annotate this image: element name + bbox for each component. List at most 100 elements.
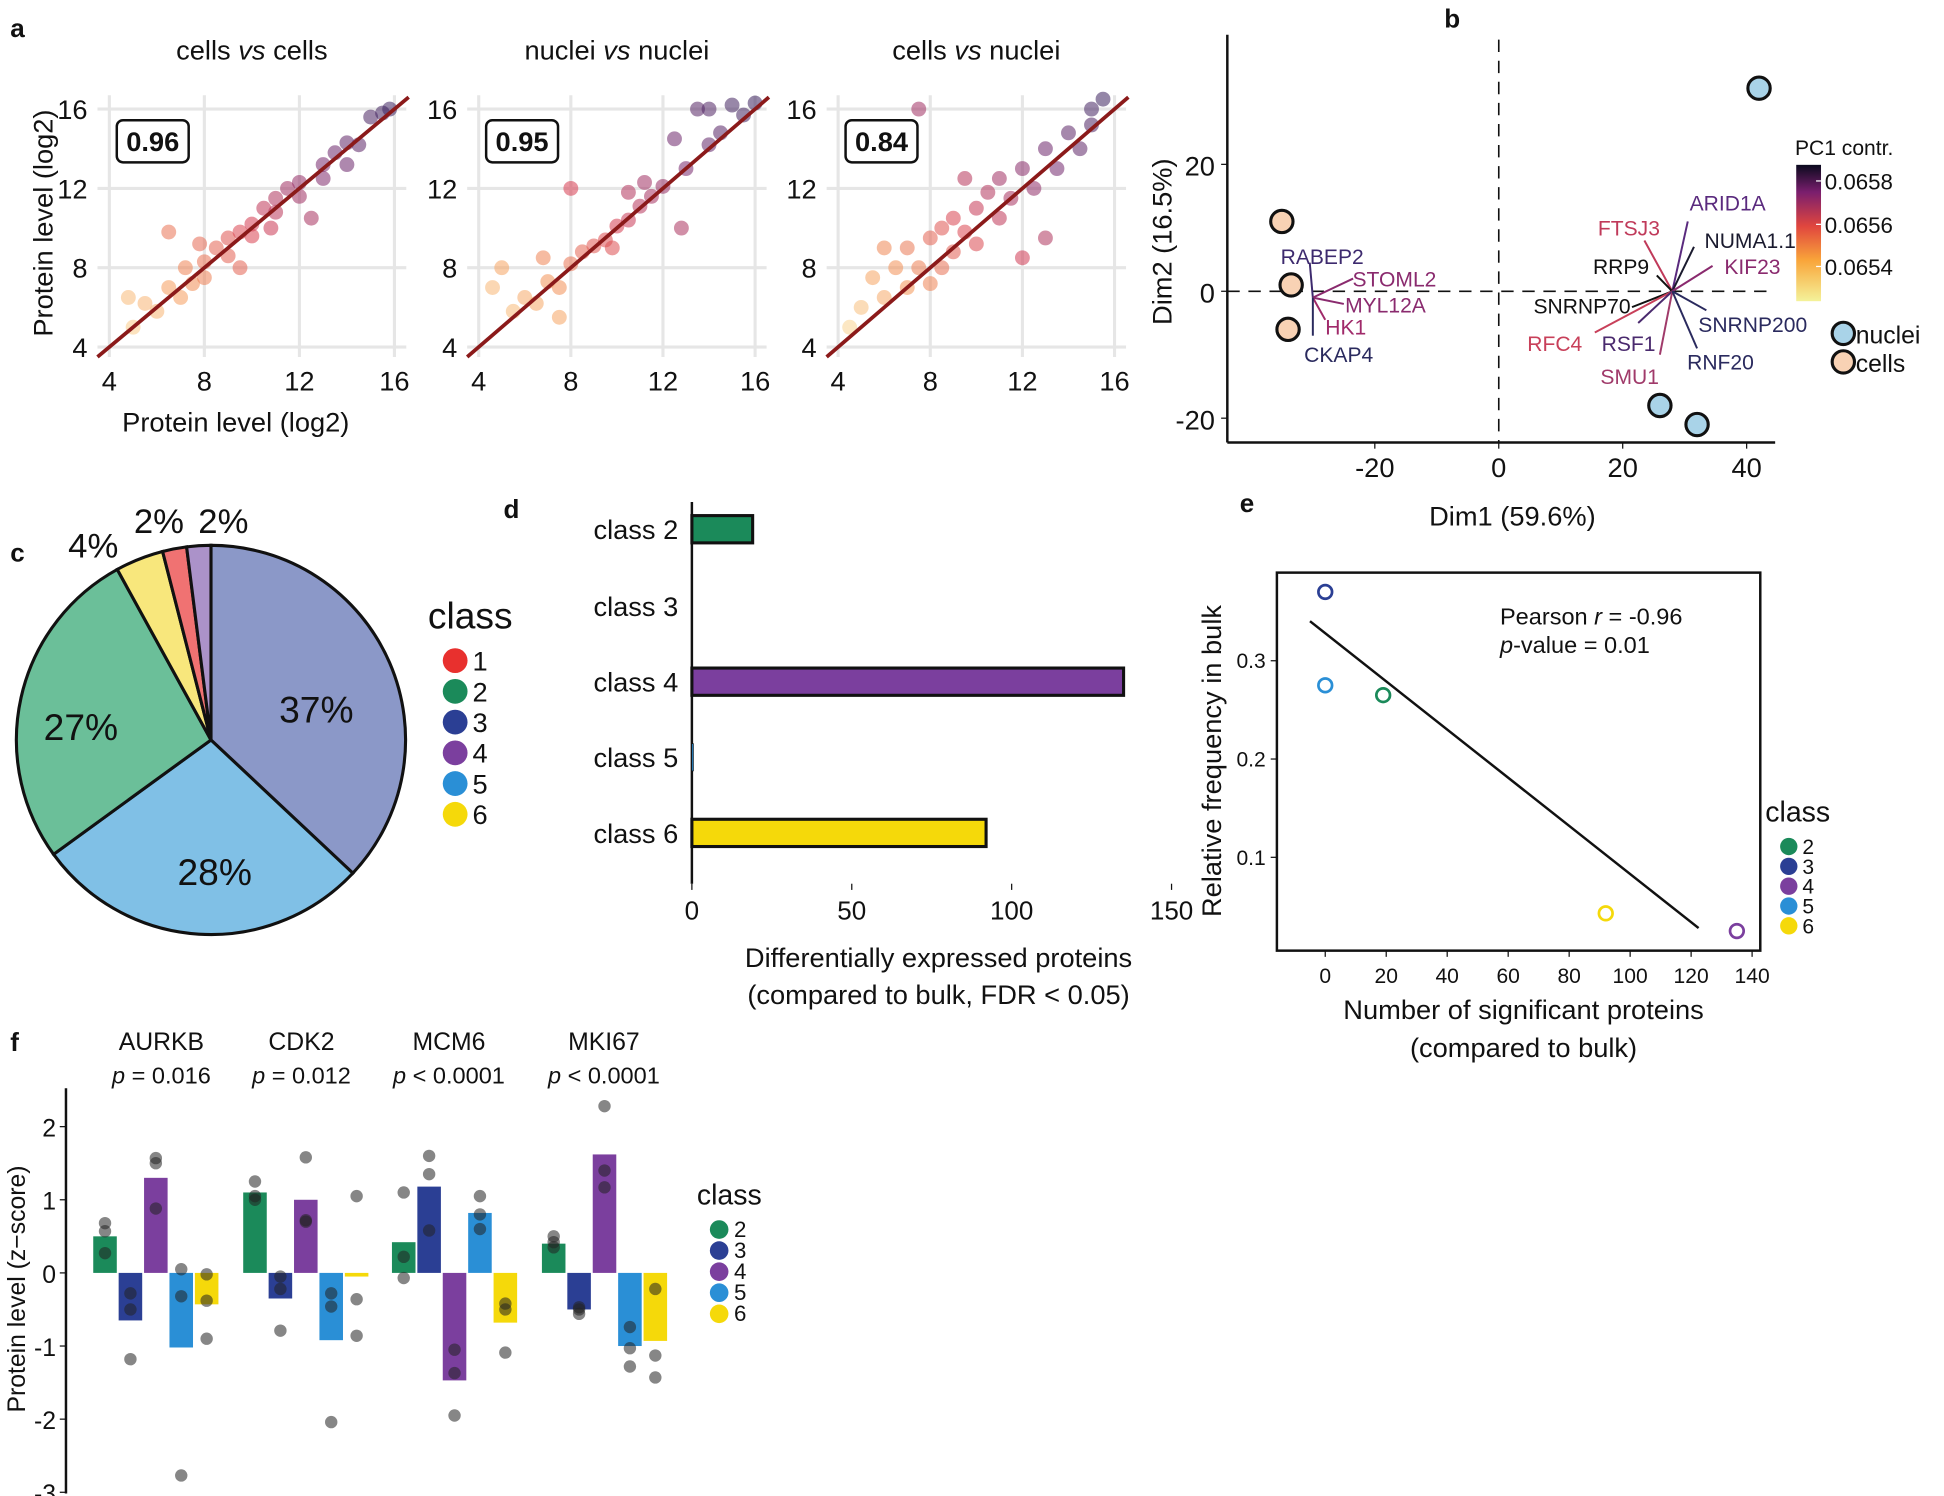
replicate-point [649, 1282, 662, 1296]
replicate-point [598, 1181, 611, 1194]
replicate-point [448, 1409, 461, 1422]
sample-point-nuclei [1647, 392, 1673, 419]
data-point [667, 131, 682, 147]
p-value: = 0.016 [125, 1062, 211, 1088]
replicate-point [200, 1268, 213, 1281]
data-point [120, 290, 136, 305]
title-part: vs [954, 34, 982, 65]
sample-point-nuclei [1684, 411, 1710, 438]
bar-CDK2-class-6 [344, 1272, 369, 1277]
data-point [220, 230, 236, 246]
x-axis-label-line2: (compared to bulk, FDR < 0.05) [747, 979, 1129, 1010]
x-tick-label: 4 [102, 365, 117, 396]
pie-slice-class-3 [209, 543, 408, 876]
correlation-box [484, 118, 560, 164]
y-tick-label: 0.1 [1236, 847, 1265, 870]
bar-MKI67-class-2 [541, 1243, 566, 1273]
bar-MKI67-class-3 [567, 1272, 591, 1310]
replicate-point [397, 1271, 410, 1285]
slice-label: 4% [68, 528, 118, 566]
x-tick-label: 100 [990, 896, 1033, 926]
data-point [991, 210, 1007, 226]
x-tick-label: 40 [1731, 452, 1761, 483]
data-point [673, 220, 689, 236]
data-point [980, 184, 996, 200]
loading-label: ARID1A [1690, 193, 1766, 216]
data-point [177, 260, 193, 276]
panel-title: nuclei vs nuclei [524, 34, 709, 65]
data-point [968, 200, 984, 216]
bar-MCM6-class-5 [468, 1212, 492, 1273]
panel-title: cells vs cells [176, 34, 327, 65]
point-class-5 [1317, 677, 1334, 694]
loading-label: RFC4 [1527, 333, 1582, 356]
category-label: class 4 [593, 667, 678, 698]
data-point [494, 260, 510, 276]
x-tick-label: 4 [471, 365, 486, 396]
pie-slice-class-5 [51, 737, 356, 937]
y-tick-label: -3 [34, 1481, 56, 1496]
category-label: class 6 [593, 818, 678, 849]
replicate-point [572, 1307, 586, 1321]
y-tick-label: 0 [42, 1262, 56, 1289]
sample-point-cells [1275, 316, 1301, 343]
legend-swatch-class-1 [442, 648, 468, 674]
x-axis-label: Number of significant proteins [1343, 994, 1703, 1025]
replicate-point [149, 1202, 163, 1215]
identity-line [465, 95, 771, 359]
x-tick-label: 16 [1099, 365, 1129, 396]
loading-label: RNF20 [1687, 351, 1754, 374]
x-tick-label: 120 [1674, 965, 1709, 988]
legend-swatch-class-3 [442, 709, 468, 735]
data-point [137, 295, 153, 311]
data-point [911, 260, 927, 276]
bar-CDK2-class-2 [243, 1192, 267, 1273]
data-point [1026, 180, 1042, 196]
data-point [1084, 117, 1099, 133]
annotation-pearson: Pearson r = -0.96 [1500, 604, 1682, 630]
sample-point-cells [1269, 208, 1295, 235]
replicate-point [350, 1293, 363, 1306]
bar-5 [691, 743, 694, 772]
sample-point-nuclei [1746, 75, 1772, 101]
x-tick-label: 8 [563, 365, 578, 396]
replicate-point [422, 1149, 436, 1163]
data-point [842, 319, 858, 335]
title-part: vs [603, 34, 631, 65]
replicate-point [350, 1189, 363, 1203]
x-tick-label: 12 [648, 365, 678, 396]
x-tick-label: 20 [1608, 452, 1638, 483]
legend-label: cells [1856, 351, 1906, 378]
y-tick-label: -20 [1176, 404, 1215, 435]
y-tick-label: 16 [57, 94, 87, 125]
data-point [690, 101, 705, 117]
replicate-point [422, 1167, 436, 1181]
data-point [551, 280, 567, 295]
category-label: class 2 [593, 514, 678, 545]
loading-label: FTSJ3 [1598, 217, 1660, 240]
loading-arrow [1658, 291, 1674, 355]
replicate-point [200, 1294, 213, 1307]
replicate-point [124, 1352, 137, 1366]
bar-6 [690, 817, 988, 849]
legend-title: class [428, 594, 513, 636]
legend-label: 5 [734, 1280, 746, 1305]
legend-label: 2 [473, 676, 488, 707]
slice-label: 37% [279, 689, 353, 731]
legend-swatch-class-6 [1780, 917, 1798, 935]
data-point [263, 220, 279, 236]
replicate-point [350, 1329, 363, 1342]
plot-frame [1275, 571, 1762, 952]
y-axis-label: Relative frequency in bulk [1196, 605, 1227, 917]
p-value-label: p = 0.016 [111, 1062, 211, 1088]
category-label: class 5 [593, 742, 678, 773]
x-tick-label: 50 [837, 896, 866, 926]
x-tick-label: 16 [379, 365, 409, 396]
x-tick-label: 12 [1007, 365, 1037, 396]
data-point [876, 290, 892, 305]
panel-label: a [10, 13, 25, 43]
title-part: cells [176, 34, 238, 65]
replicate-point [397, 1186, 410, 1199]
data-point [563, 180, 579, 196]
x-tick-label: 100 [1613, 965, 1648, 988]
